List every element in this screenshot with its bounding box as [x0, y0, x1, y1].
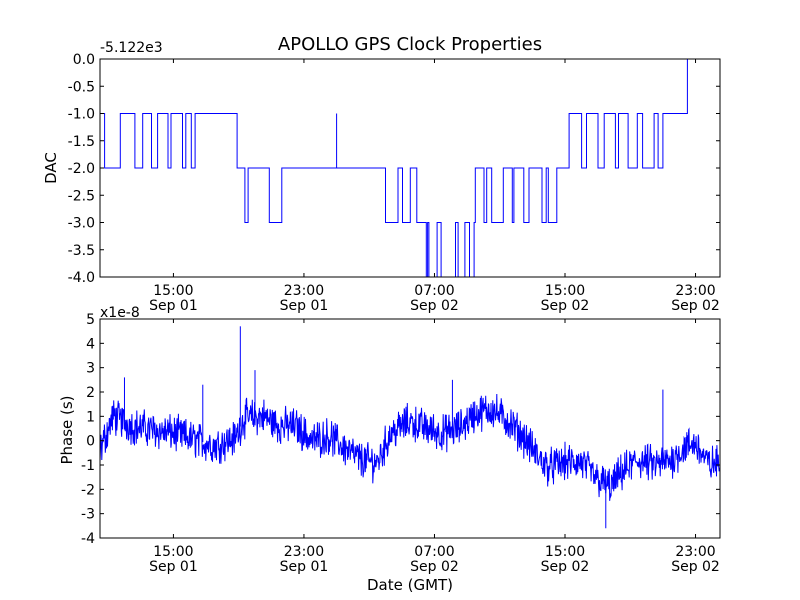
dac-y-tick-label: -3.5 [68, 243, 95, 259]
phase-offset-text: x1e-8 [100, 305, 140, 321]
dac-x-tick-time: 23:00 [284, 283, 324, 299]
dac-x-tick-time: 23:00 [675, 283, 715, 299]
phase-x-tick-date: Sep 01 [149, 559, 198, 575]
dac-x-tick-time: 15:00 [545, 283, 585, 299]
dac-ylabel: DAC [42, 152, 60, 184]
phase-x-tick-date: Sep 01 [280, 559, 329, 575]
phase-y-tick-label: -4 [81, 531, 95, 547]
phase-x-tick-time: 15:00 [545, 544, 585, 560]
phase-y-tick-label: 5 [86, 312, 95, 328]
dac-x-tick-time: 15:00 [153, 283, 193, 299]
dac-x-tick-date: Sep 02 [671, 298, 720, 314]
dac-x-tick-date: Sep 02 [541, 298, 590, 314]
dac-x-tick-date: Sep 01 [280, 298, 329, 314]
phase-x-tick-time: 15:00 [153, 544, 193, 560]
phase-x-tick-date: Sep 02 [410, 559, 459, 575]
phase-y-tick-label: -3 [81, 507, 95, 523]
dac-x-tick-date: Sep 01 [149, 298, 198, 314]
phase-series-line [99, 393, 721, 501]
phase-y-tick-label: 1 [86, 409, 95, 425]
phase-y-tick-label: 2 [86, 385, 95, 401]
phase-y-tick-label: -1 [81, 458, 95, 474]
dac-x-tick-time: 07:00 [414, 283, 454, 299]
figure-title: APOLLO GPS Clock Properties [278, 34, 542, 55]
x-axis-label: Date (GMT) [367, 576, 453, 594]
dac-y-tick-label: -3.0 [68, 216, 95, 232]
dac-y-tick-label: -2.5 [68, 188, 95, 204]
dac-y-tick-label: -4.0 [68, 270, 95, 286]
phase-x-tick-time: 23:00 [284, 544, 324, 560]
phase-y-tick-label: 4 [86, 336, 95, 352]
dac-y-tick-label: -2.0 [68, 161, 95, 177]
dac-y-tick-label: -1.0 [68, 107, 95, 123]
phase-y-tick-label: -2 [81, 482, 95, 498]
phase-x-tick-time: 23:00 [675, 544, 715, 560]
dac-series-line [100, 58, 711, 278]
dac-y-tick-label: 0.0 [73, 52, 95, 68]
phase-x-tick-time: 07:00 [414, 544, 454, 560]
phase-x-tick-date: Sep 02 [671, 559, 720, 575]
dac-y-tick-label: -1.5 [68, 134, 95, 150]
dac-x-tick-date: Sep 02 [410, 298, 459, 314]
phase-plot-frame [99, 318, 721, 539]
phase-ylabel: Phase (s) [58, 395, 76, 464]
phase-line-layer [99, 326, 721, 529]
dac-line-layer [100, 58, 711, 278]
phase-x-tick-date: Sep 02 [541, 559, 590, 575]
phase-y-tick-label: 0 [86, 434, 95, 450]
dac-y-tick-label: -0.5 [68, 79, 95, 95]
dac-offset-text: -5.122e3 [100, 40, 163, 56]
phase-y-tick-label: 3 [86, 361, 95, 377]
